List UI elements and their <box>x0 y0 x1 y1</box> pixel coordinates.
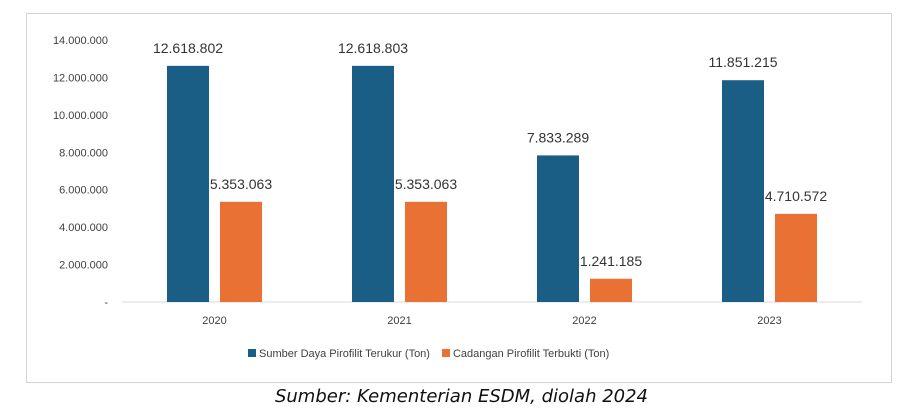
bar-sumber-daya-2021 <box>352 65 394 302</box>
y-tick-label: 14.000.000 <box>53 35 108 47</box>
y-tick-label: 12.000.000 <box>53 72 108 84</box>
y-tick-label: 10.000.000 <box>53 110 108 122</box>
y-tick-label: 6.000.000 <box>59 185 108 197</box>
y-tick-label: - <box>104 297 108 309</box>
legend-label: Sumber Daya Pirofilit Terukur (Ton) <box>259 348 430 360</box>
data-label: 12.618.802 <box>153 40 223 56</box>
data-label: 12.618.803 <box>338 40 408 56</box>
x-tick-label: 2020 <box>202 315 226 327</box>
x-tick-label: 2021 <box>387 315 411 327</box>
x-tick-label: 2023 <box>757 315 781 327</box>
data-label: 1.241.185 <box>580 253 642 269</box>
legend-swatch-sumber-daya <box>248 349 256 357</box>
bar-sumber-daya-2023 <box>722 80 764 302</box>
data-label: 11.851.215 <box>708 54 777 70</box>
bar-cadangan-2021 <box>405 201 447 302</box>
bar-cadangan-2020 <box>220 201 262 302</box>
legend-label: Cadangan Pirofilit Terbukti (Ton) <box>453 348 609 360</box>
data-label: 4.710.572 <box>765 188 827 204</box>
x-tick-label: 2022 <box>572 315 596 327</box>
bar-sumber-daya-2022 <box>537 155 579 302</box>
data-label: 5.353.063 <box>210 176 272 192</box>
legend-swatch-cadangan <box>441 349 450 357</box>
data-label: 5.353.063 <box>395 176 457 192</box>
y-tick-label: 8.000.000 <box>59 147 108 159</box>
bar-cadangan-2023 <box>775 213 817 302</box>
data-label: 7.833.289 <box>527 129 589 145</box>
bar-cadangan-2022 <box>590 278 632 302</box>
bar-sumber-daya-2020 <box>167 65 209 302</box>
y-tick-label: 2.000.000 <box>59 260 108 272</box>
y-tick-label: 4.000.000 <box>59 222 108 234</box>
source-note: Sumber: Kementerian ESDM, diolah 2024 <box>274 386 649 407</box>
bar-chart: - 2.000.000 4.000.000 6.000.000 8.000.000 10.… <box>53 35 862 360</box>
